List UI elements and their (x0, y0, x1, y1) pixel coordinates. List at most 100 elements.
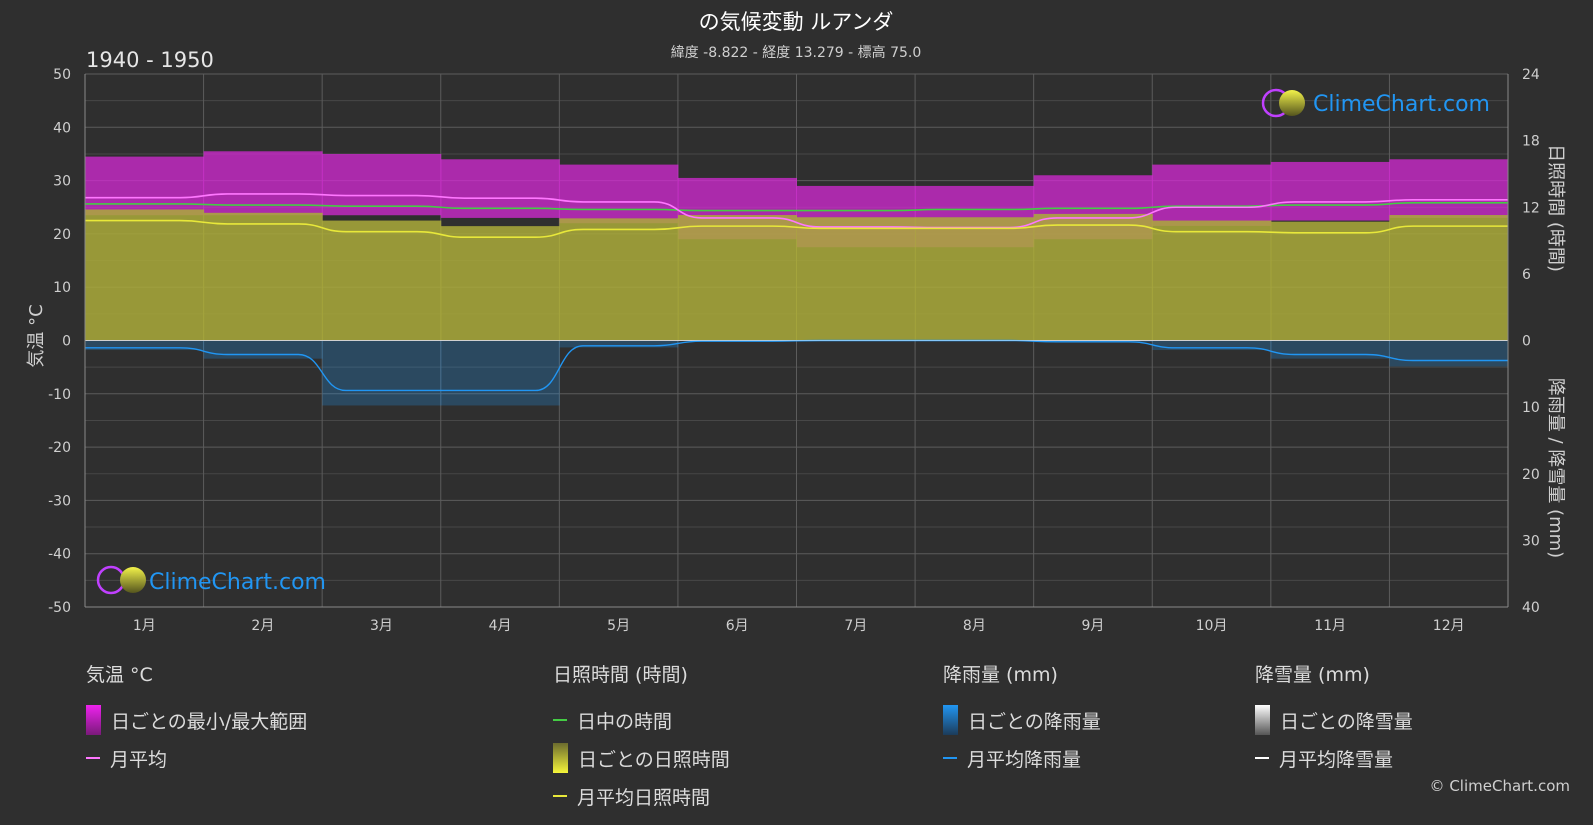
right-tick-label: 20 (1522, 467, 1540, 483)
legend-item: 日ごとの日照時間 (553, 739, 730, 777)
logo-sun-icon (1279, 90, 1305, 116)
right-tick-label: 6 (1522, 267, 1531, 283)
legend-item: 月平均日照時間 (553, 777, 730, 815)
x-tick-label: 9月 (1081, 618, 1104, 634)
sunshine-avg-swatch (553, 795, 567, 797)
logo-sun-icon (120, 567, 146, 593)
logo-text: ClimeChart.com (149, 570, 326, 595)
sunshine-avg-line (85, 219, 1508, 239)
legend-item: 月平均 (86, 739, 307, 777)
sunshine-bar (322, 220, 442, 341)
series-lines (85, 193, 1508, 392)
x-tick-label: 4月 (489, 618, 512, 634)
chart-subtitle: 緯度 -8.822 - 経度 13.279 - 標高 75.0 (671, 44, 922, 61)
legend-label: 日ごとの降雨量 (968, 710, 1101, 733)
chart-title: の気候変動 ルアンダ (699, 10, 894, 34)
x-tick-label: 8月 (963, 618, 986, 634)
right-tick-label: 12 (1522, 200, 1540, 216)
legend-title: 日照時間 (時間) (553, 664, 688, 686)
rain-bar (1152, 340, 1272, 351)
rain-bar (322, 340, 442, 406)
legend-label: 日中の時間 (577, 710, 673, 733)
rain-avg-swatch (943, 757, 957, 759)
sunshine-bar (1389, 215, 1509, 341)
right-bottom-axis-label: 降雨量 / 降雪量 (mm) (1545, 378, 1566, 558)
legend-item: 日中の時間 (553, 701, 730, 739)
left-axis-label: 気温 °C (26, 304, 47, 367)
right-tick-label: 0 (1522, 334, 1531, 350)
sunshine-bar (796, 217, 916, 341)
period-label: 1940 - 1950 (86, 48, 214, 72)
sunshine-bar (1033, 213, 1153, 341)
x-tick-label: 6月 (726, 618, 749, 634)
x-tick-label: 2月 (251, 618, 274, 634)
sunshine-bar (915, 217, 1035, 341)
logo-text: ClimeChart.com (1313, 92, 1490, 117)
legend-rain: 降雨量 (mm) 日ごとの降雨量 月平均降雨量 (943, 660, 1101, 777)
left-tick-label: 40 (53, 120, 71, 136)
x-tick-label: 10月 (1196, 618, 1228, 634)
copyright: © ClimeChart.com (1429, 777, 1570, 795)
x-tick-label: 11月 (1314, 618, 1346, 634)
sunshine-area (85, 209, 1509, 341)
right-tick-label: 18 (1522, 134, 1540, 150)
avg-line-swatch (86, 757, 100, 759)
logo-top: ClimeChart.com (1261, 88, 1490, 118)
logo-bottom: ClimeChart.com (96, 565, 326, 595)
right-tick-label: 40 (1522, 600, 1540, 616)
left-tick-label: 20 (53, 227, 71, 243)
sunshine-bar (677, 215, 797, 341)
temperature-range-bar (1270, 161, 1390, 221)
left-tick-label: 0 (62, 334, 71, 350)
range-swatch (86, 705, 101, 735)
x-tick-label: 7月 (844, 618, 867, 634)
legend-title: 気温 °C (86, 664, 153, 686)
legend-label: 日ごとの日照時間 (578, 748, 730, 771)
temperature-range-bar (85, 156, 205, 216)
sunshine-bar (85, 209, 205, 341)
right-top-axis-label: 日照時間 (時間) (1545, 144, 1566, 272)
rain-bar (1270, 340, 1390, 359)
snow-swatch (1255, 705, 1270, 735)
rain-bar (1389, 340, 1509, 367)
legend-item: 日ごとの最小/最大範囲 (86, 701, 307, 739)
right-tick-label: 30 (1522, 533, 1540, 549)
left-tick-label: -50 (48, 600, 71, 616)
temperature-range-bar (1389, 159, 1509, 218)
legend-label: 月平均 (110, 748, 168, 771)
left-tick-label: -40 (48, 547, 71, 563)
left-tick-label: 10 (53, 280, 71, 296)
axis-ticks: 50 40 30 20 10 0 -10 -20 -30 -40 -50 24 18 12 6 0 10 20 30… (48, 67, 1540, 634)
x-tick-label: 1月 (133, 618, 156, 634)
legend-title: 降雨量 (mm) (943, 664, 1058, 686)
left-tick-label: 50 (53, 67, 71, 83)
legend-temperature: 気温 °C 日ごとの最小/最大範囲 月平均 (86, 660, 307, 777)
sunshine-swatch (553, 743, 568, 773)
snow-avg-swatch (1255, 757, 1269, 759)
sunshine-bar (1152, 220, 1272, 341)
rain-avg-line (85, 339, 1508, 392)
legend-label: 月平均日照時間 (577, 786, 711, 809)
left-tick-label: -20 (48, 440, 71, 456)
left-tick-label: -30 (48, 493, 71, 509)
x-tick-label: 3月 (370, 618, 393, 634)
rain-bar (559, 340, 679, 348)
rain-bar (440, 340, 560, 406)
temperature-range-bar (1152, 164, 1272, 226)
left-tick-label: 30 (53, 174, 71, 190)
legend-label: 月平均降雪量 (1279, 748, 1394, 771)
legend-snow: 降雪量 (mm) 日ごとの降雪量 月平均降雪量 (1255, 660, 1413, 777)
temperature-range-bar (322, 153, 442, 216)
legend-label: 日ごとの最小/最大範囲 (111, 710, 308, 733)
x-tick-label: 5月 (607, 618, 630, 634)
sunshine-bar (203, 212, 323, 341)
temperature-range-bar (559, 164, 679, 224)
daylight-line-swatch (553, 719, 567, 721)
x-tick-label: 12月 (1433, 618, 1465, 634)
legend-label: 月平均降雨量 (967, 748, 1082, 771)
temperature-avg-line (85, 193, 1508, 229)
legend-item: 日ごとの降雨量 (943, 701, 1101, 739)
legend-sunshine: 日照時間 (時間) 日中の時間 日ごとの日照時間 月平均日照時間 (553, 660, 730, 815)
rain-swatch (943, 705, 958, 735)
sunshine-bar (1270, 221, 1390, 341)
